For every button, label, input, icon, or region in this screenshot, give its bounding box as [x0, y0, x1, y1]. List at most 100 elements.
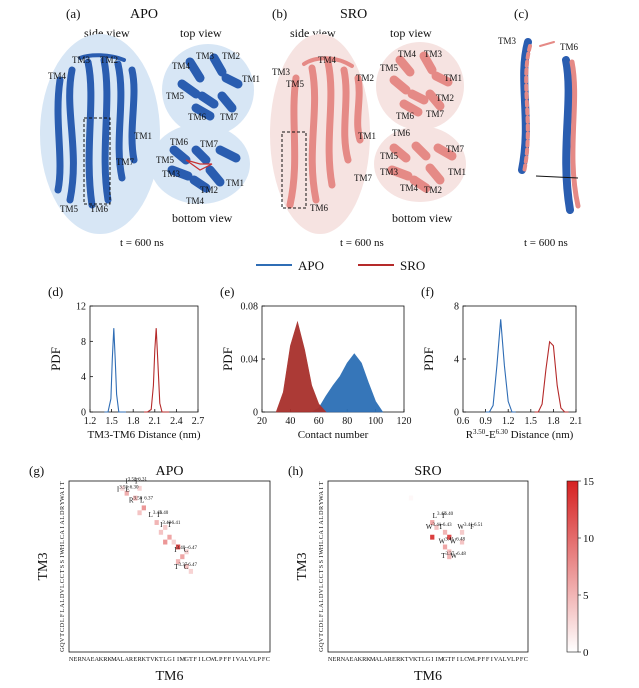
residue-annotation: R3.50 — [129, 496, 143, 504]
apo-bottom-view-helices — [167, 145, 241, 193]
sro-bottom-view-helices — [387, 141, 457, 193]
sro-top-tm1: TM1 — [444, 73, 462, 83]
y-residue-label: C — [318, 535, 325, 539]
residue-annotation: F6.51 — [470, 523, 483, 531]
y-tick-label: 0 — [253, 408, 258, 419]
y-residue-label: W — [59, 495, 66, 501]
x-residue-label: L — [460, 656, 464, 663]
panel-b-title: SRO — [340, 7, 367, 22]
x-residue-label: I — [435, 656, 437, 663]
y-residue-label: H — [59, 544, 66, 549]
x-tick-label: 0.6 — [457, 416, 470, 427]
apo-top-view-helices — [177, 53, 243, 121]
heatmap-cell — [184, 564, 189, 569]
apo-tm5-tm6-box — [83, 117, 111, 205]
y-tick-label: 8 — [81, 337, 86, 348]
x-tick-label: 20 — [257, 416, 267, 427]
legend-apo-label: APO — [298, 258, 324, 273]
heatmap-cell — [188, 568, 194, 574]
apo-top-tm7: TM7 — [220, 112, 239, 122]
x-residue-label: I — [233, 656, 235, 663]
x-residue-label: F — [228, 656, 232, 663]
residue-annotation: C6.47 — [184, 546, 198, 554]
sro-top-tm6: TM6 — [396, 111, 415, 121]
y-residue-label: T — [59, 569, 66, 573]
x-residue-label: R — [129, 656, 134, 663]
apo-top-tm4: TM4 — [172, 61, 191, 71]
y-residue-label: C — [59, 628, 66, 632]
y-residue-label: A — [59, 603, 66, 608]
heatmap-cell — [184, 549, 189, 555]
panel-a-title: APO — [130, 7, 158, 22]
series-area-1 — [275, 320, 327, 413]
x-residue-label: L — [473, 656, 477, 663]
x-residue-label: V — [507, 656, 512, 663]
y-residue-label: V — [59, 637, 66, 642]
sro-side-tm5: TM5 — [286, 79, 305, 89]
series-area-0 — [310, 353, 384, 413]
panel-a-bottom-view-label: bottom view — [172, 211, 233, 225]
sro-bottom-view-bg — [374, 126, 466, 202]
y-residue-label: W — [318, 549, 325, 555]
apo-side-tm7: TM7 — [116, 157, 135, 167]
panel-a: (a) APO side view top view bottom — [40, 6, 260, 249]
y-residue-label: W — [318, 495, 325, 501]
panel-a-time: t = 600 ns — [120, 237, 164, 249]
x-residue-label: L — [379, 656, 383, 663]
x-residue-label: I — [173, 656, 175, 663]
heatmap-cell — [459, 529, 465, 535]
panel-c: (c) TM3 TM6 t = 600 ns — [498, 6, 581, 249]
y-residue-label: D — [59, 622, 66, 627]
apo-bottom-tm7: TM7 — [200, 139, 219, 149]
residue-annotation: T6.43 — [439, 523, 453, 531]
sro-bottom-tm1: TM1 — [448, 167, 466, 177]
y-axis-label: TM3 — [36, 553, 51, 581]
x-residue-label: L — [163, 656, 167, 663]
apo-top-tm5: TM5 — [166, 91, 185, 101]
colorbar-tick-label: 10 — [583, 533, 595, 545]
panel-c-helices — [518, 38, 581, 214]
apo-bottom-tm5: TM5 — [156, 155, 175, 165]
x-residue-label: L — [253, 656, 257, 663]
x-residue-label: R — [337, 656, 342, 663]
y-residue-label: C — [59, 574, 66, 578]
y-residue-label: L — [318, 618, 325, 622]
apo-top-tm3: TM3 — [196, 51, 215, 61]
heatmap-cell — [167, 534, 172, 540]
x-residue-label: A — [383, 656, 388, 663]
x-residue-label: V — [150, 656, 155, 663]
y-residue-label: S — [59, 559, 66, 563]
apo-side-tm2: TM2 — [100, 55, 118, 65]
y-residue-label: L — [318, 516, 325, 520]
x-residue-label: F — [262, 656, 266, 663]
apo-side-tm3: TM3 — [72, 55, 91, 65]
y-residue-label: H — [318, 544, 325, 549]
chart-letter: (h) — [288, 463, 303, 478]
x-residue-label: R — [362, 656, 367, 663]
sro-bottom-tm3: TM3 — [380, 167, 399, 177]
sro-side-tm7: TM7 — [354, 173, 373, 183]
y-tick-label: 8 — [454, 302, 459, 313]
y-residue-label: A — [318, 603, 325, 608]
apo-tm-labels: TM4 TM3 TM2 TM1 TM7 TM5 TM6 TM3 TM2 TM4 … — [48, 51, 260, 214]
heatmap-cell — [154, 520, 159, 525]
heatmap-cell — [171, 539, 176, 545]
x-residue-label: L — [202, 656, 206, 663]
x-residue-label: E — [91, 656, 95, 663]
sro-tm-labels: TM3 TM4 TM5 TM2 TM1 TM7 TM6 TM4 TM3 TM5 … — [272, 49, 466, 213]
apo-side-tm4: TM4 — [48, 71, 67, 81]
heatmap-cell — [120, 485, 125, 491]
x-tick-label: 1.2 — [502, 416, 515, 427]
apo-top-tm2: TM2 — [222, 51, 240, 61]
x-residue-label: C — [524, 656, 528, 663]
x-residue-label: K — [142, 656, 147, 663]
x-tick-label: 1.2 — [84, 416, 97, 427]
residue-annotation: I6.40 — [442, 512, 454, 520]
x-residue-label: V — [248, 656, 253, 663]
y-residue-label: L — [318, 599, 325, 603]
x-tick-label: 120 — [397, 416, 412, 427]
x-residue-label: T — [418, 656, 422, 663]
x-tick-label: 40 — [285, 416, 295, 427]
residue-annotation: L3.43 — [433, 512, 447, 520]
